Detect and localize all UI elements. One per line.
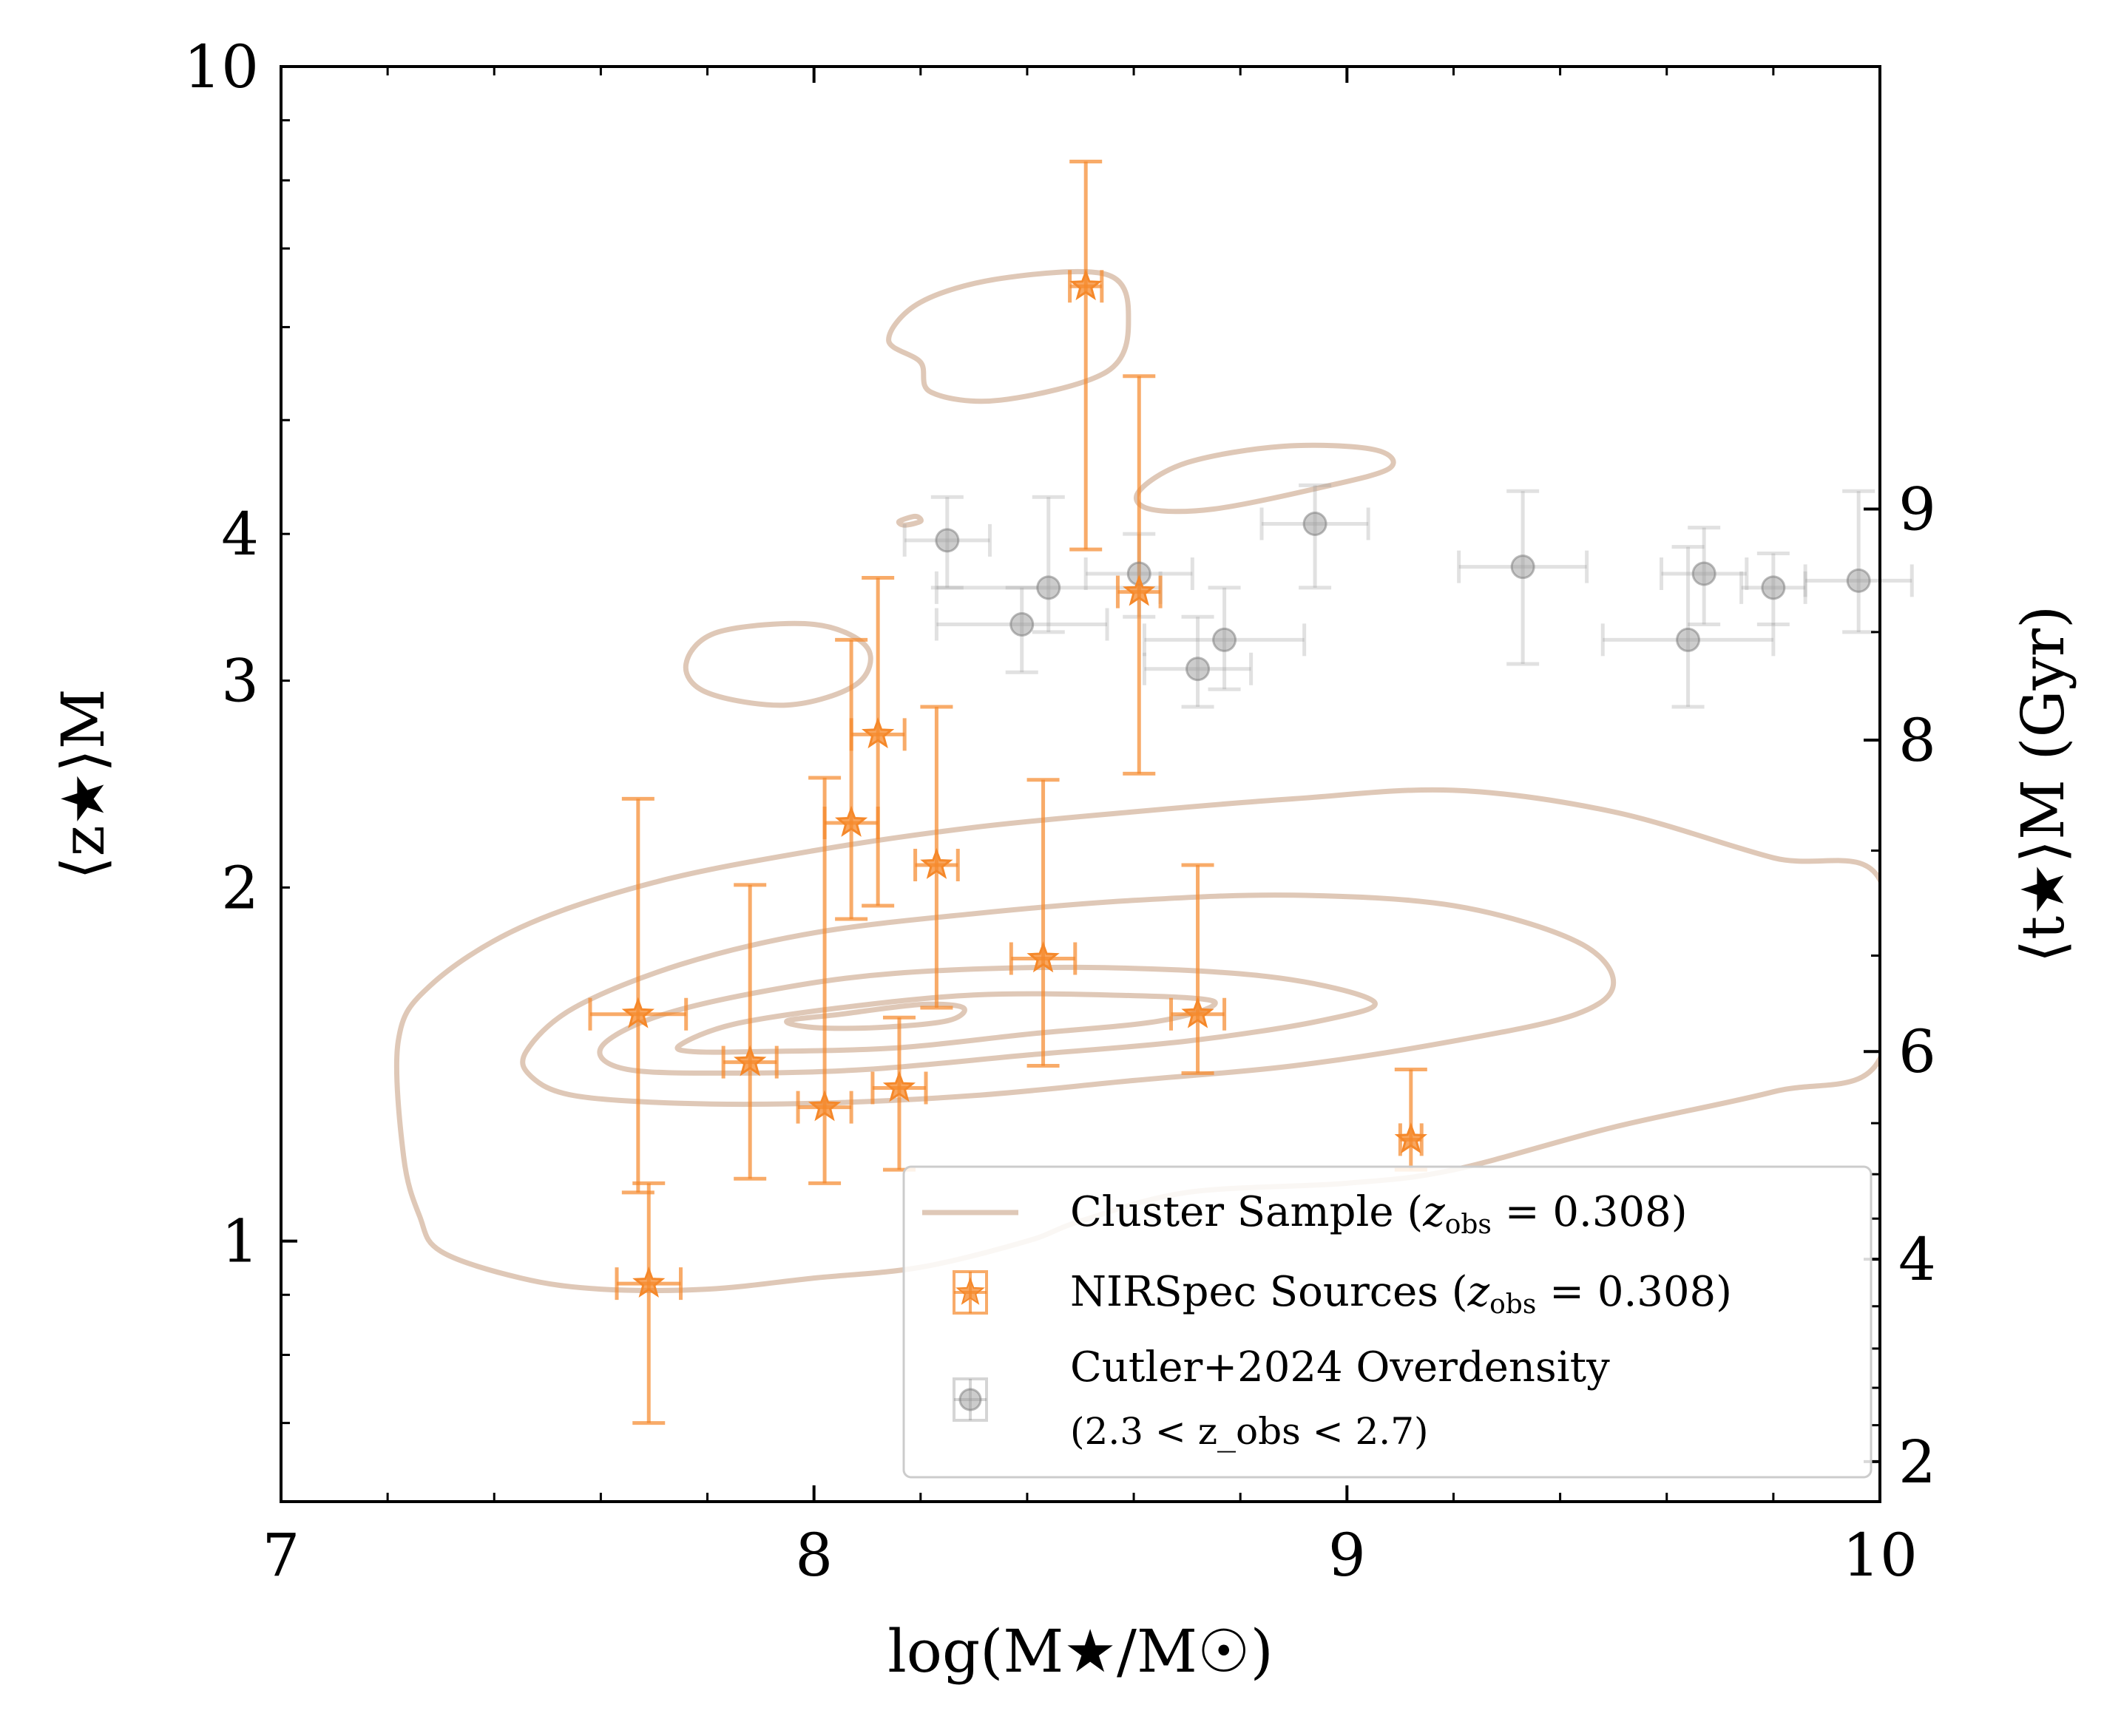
nirspec-point-5: [862, 716, 895, 749]
x-tick-label: 7: [263, 1521, 300, 1590]
y2-axis-title: ⟨t★⟩M (Gyr): [2009, 606, 2077, 963]
y-tick-label: 1: [221, 1207, 259, 1276]
axes: [280, 65, 1881, 1503]
y-tick-label: 3: [221, 647, 259, 716]
nirspec-point-4: [834, 805, 868, 837]
legend-star-icon: [955, 1277, 985, 1305]
contour-level-0: [393, 787, 1880, 1293]
cutler-errorbar-6: [1259, 483, 1370, 590]
cutler-errorbar-2: [934, 495, 1163, 634]
nirspec-point-12: [1394, 1122, 1427, 1154]
nirspec-point-3: [808, 1090, 842, 1122]
contour-level-2: [597, 964, 1378, 1076]
x-tick-label: 8: [795, 1521, 833, 1590]
y2-tick-label: 6: [1898, 1017, 1936, 1086]
cutler-point-1: [1009, 612, 1035, 637]
nirspec-point-8: [1026, 941, 1060, 973]
legend-label-cluster: Cluster Sample (zobs = 0.308): [1070, 1188, 1688, 1240]
cutler-point-6: [1302, 511, 1327, 536]
cutler-point-11: [1846, 568, 1871, 593]
x-tick-label: 10: [1842, 1521, 1918, 1590]
x-axis-title: log(M★/M☉): [887, 1617, 1273, 1686]
contour-level-5: [683, 620, 873, 708]
legend-label-cutler-range: (2.3 < z_obs < 2.7): [1070, 1410, 1429, 1453]
nirspec-point-11: [1181, 997, 1214, 1028]
cluster-sample-contours: [393, 268, 1880, 1293]
contour-level-1: [520, 892, 1617, 1108]
x-tick-label: 9: [1328, 1521, 1366, 1590]
y2-tick-label: 9: [1898, 475, 1936, 543]
data-markers: [621, 268, 1871, 1298]
cutler-point-9: [1691, 561, 1716, 586]
nirspec-point-6: [882, 1071, 916, 1102]
cutler-point-10: [1761, 575, 1786, 600]
cutler-point-4: [1185, 657, 1211, 682]
cutler-point-8: [1676, 627, 1701, 652]
nirspec-point-0: [621, 997, 654, 1028]
nirspec-errorbar-5: [849, 576, 907, 908]
y-tick-label: 2: [221, 853, 259, 922]
nirspec-errorbar-2: [721, 883, 779, 1181]
nirspec-point-2: [734, 1045, 767, 1076]
cutler-point-0: [935, 528, 960, 553]
legend-label-nirspec: NIRSpec Sources (zobs = 0.308): [1070, 1268, 1732, 1320]
legend-box: [902, 1165, 1873, 1479]
contour-level-3: [674, 991, 1218, 1055]
nirspec-point-1: [632, 1266, 666, 1298]
nirspec-errorbar-9: [1068, 160, 1104, 552]
contour-level-8: [896, 513, 924, 528]
nirspec-point-9: [1069, 268, 1103, 301]
plot-frame: [280, 65, 1881, 1503]
labels: 7 8 9 10 1 2 3 4 10 2 4 6 8 9 log(M★/M☉) ⟨z★⟩M ⟨t★⟩M (Gy…: [49, 33, 2077, 1686]
cutler-point-7: [1510, 555, 1535, 580]
y2-tick-label: 4: [1898, 1225, 1936, 1294]
y2-tick-label: 2: [1898, 1428, 1936, 1496]
contour-level-6: [1134, 442, 1396, 515]
legend-circle-icon: [958, 1388, 982, 1411]
nirspec-errorbar-0: [588, 796, 689, 1195]
nirspec-errorbar-12: [1394, 1067, 1427, 1172]
legend: Cluster Sample (zobs = 0.308) NIRSpec Sou…: [902, 1165, 1873, 1479]
y2-tick-label: 8: [1898, 706, 1936, 775]
cutler-point-2: [1036, 575, 1061, 600]
nirspec-errorbar-1: [615, 1181, 683, 1425]
y-axis-title: ⟨z★⟩M: [49, 688, 118, 879]
legend-label-cutler: Cutler+2024 Overdensity: [1070, 1343, 1610, 1391]
cutler-point-5: [1212, 627, 1237, 652]
cutler-errorbar-11: [1803, 489, 1914, 634]
y-tick-label: 10: [183, 33, 259, 101]
nirspec-point-10: [1123, 574, 1156, 606]
y-tick-label: 4: [221, 500, 259, 569]
contour-level-7: [886, 268, 1132, 404]
nirspec-point-7: [920, 847, 953, 879]
